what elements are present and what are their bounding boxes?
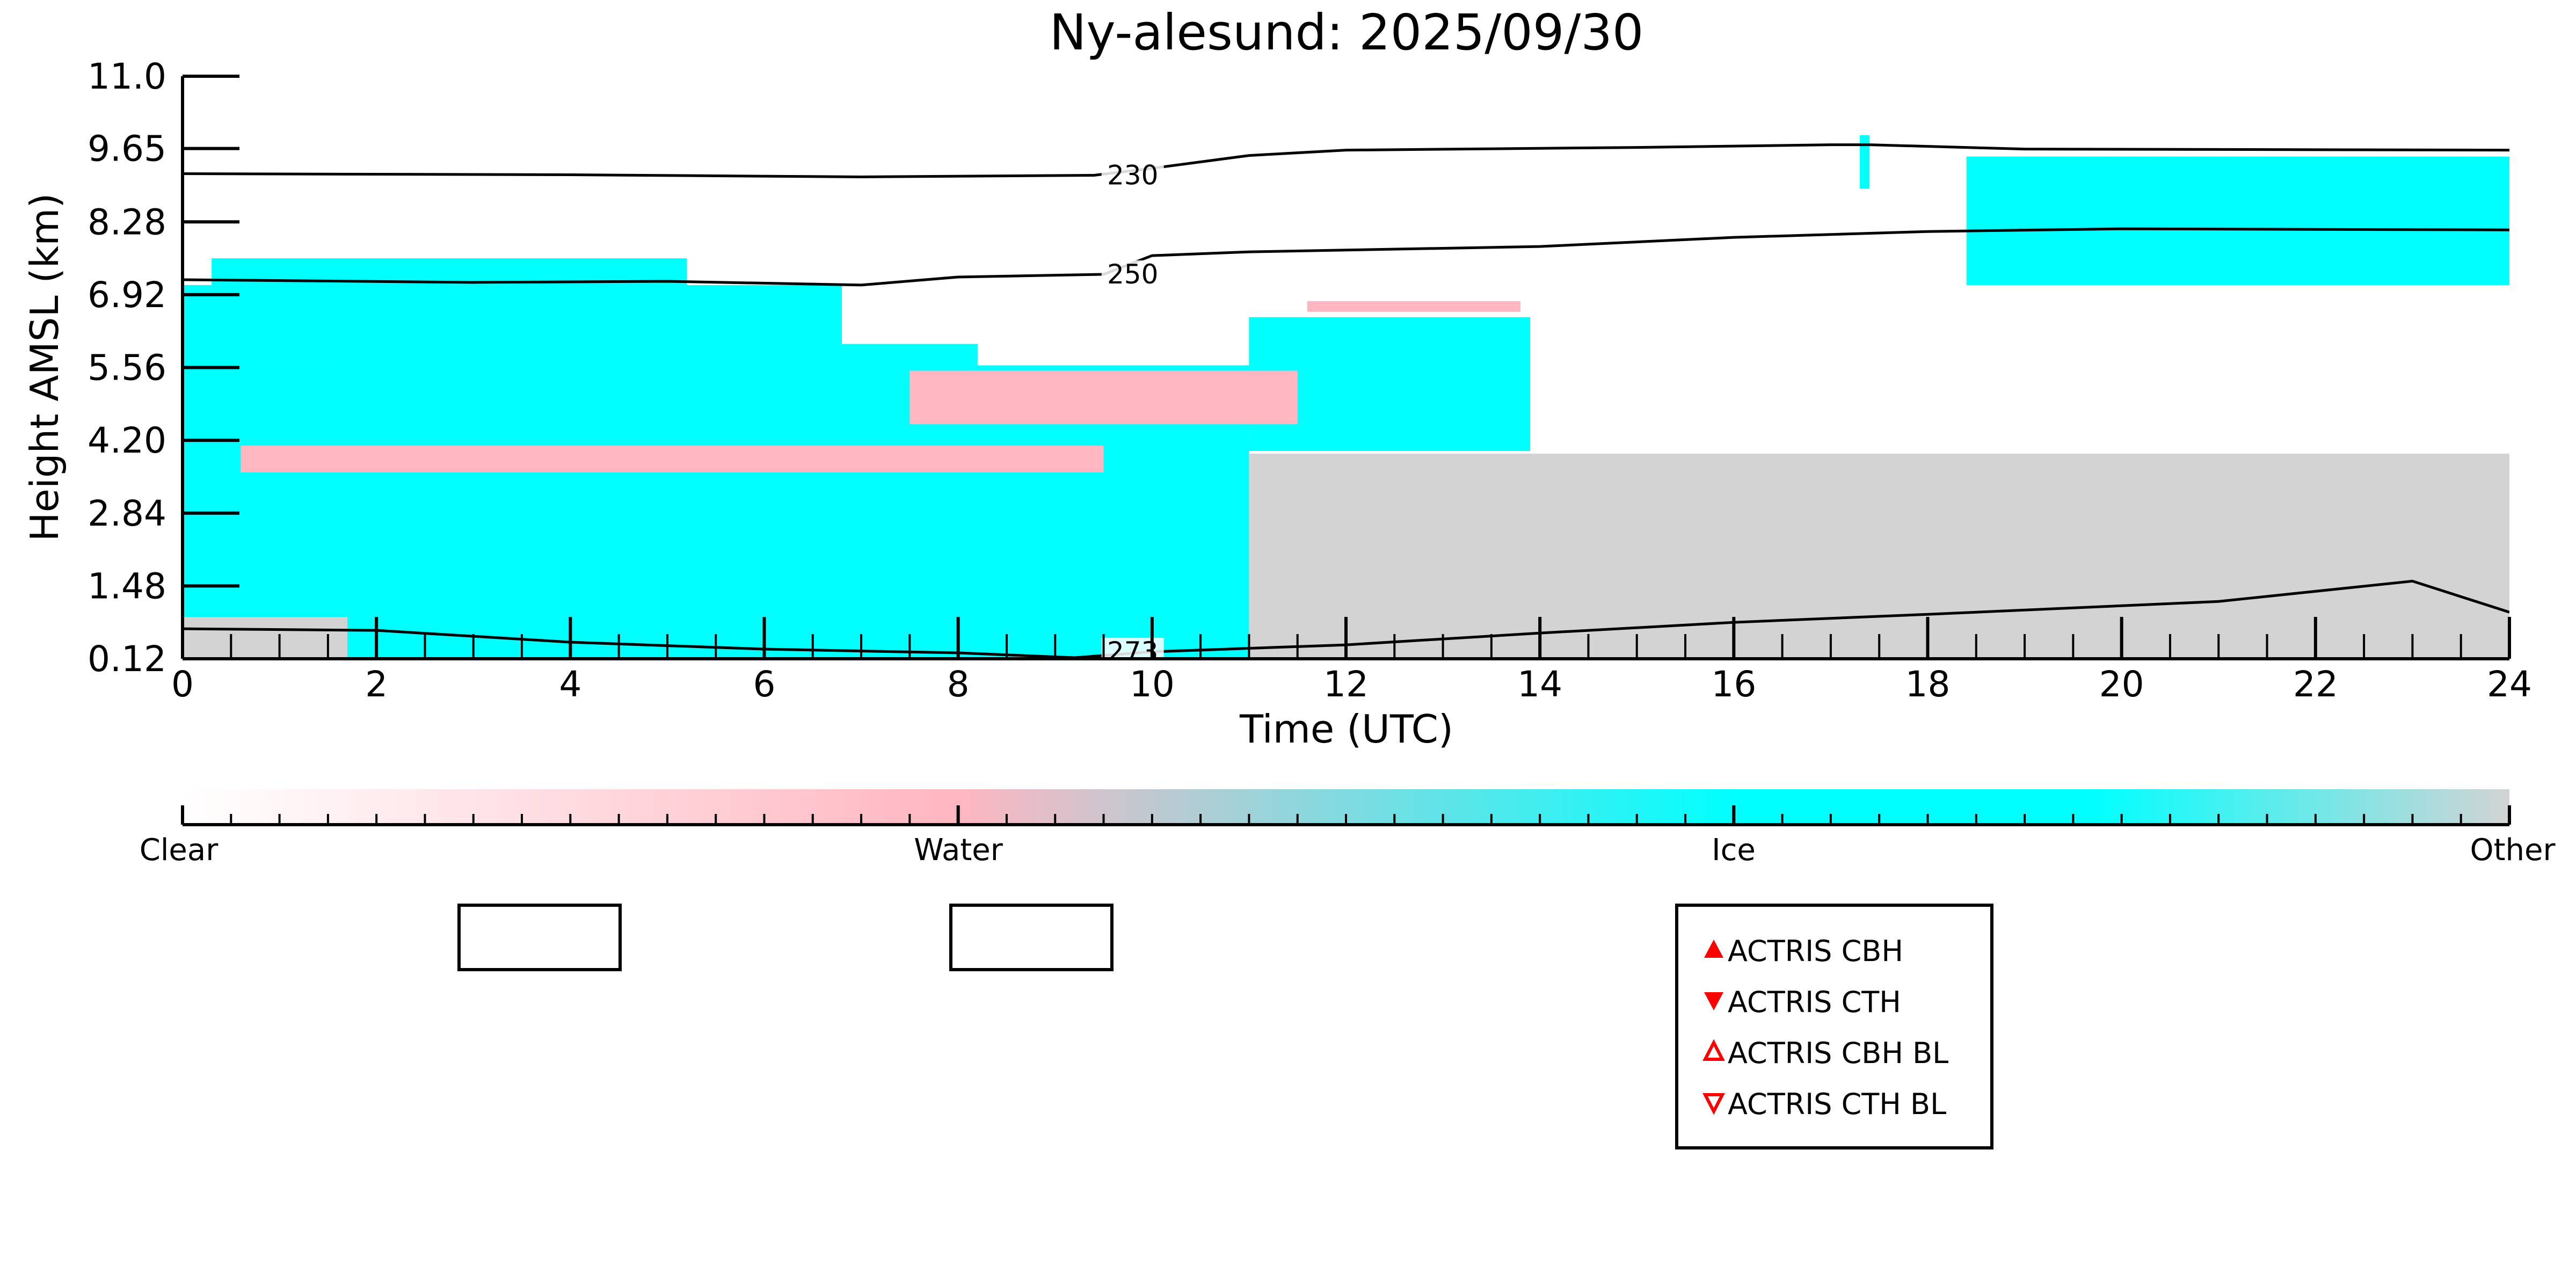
- colorbar-label-water: Water: [914, 833, 1003, 868]
- y-tick-label: 0.12: [88, 638, 166, 680]
- y-axis-label: Height AMSL (km): [22, 193, 67, 542]
- y-axis: 0.12 1.48 2.84 4.20 5.56 6.92 8.28 9.65 11.0: [88, 56, 239, 680]
- region-ice-3: [337, 344, 978, 398]
- legend-item-cbh: ACTRIS CBH: [1704, 934, 1903, 968]
- region-other-10: [1249, 454, 2509, 659]
- legend-item-cth-bl: ACTRIS CTH BL: [1702, 1087, 1946, 1121]
- x-tick-label: 0: [171, 664, 194, 705]
- region-other-11: [183, 617, 347, 659]
- colorbar-label-clear: Clear: [140, 833, 219, 868]
- contour-line-250: [183, 227, 2509, 287]
- x-tick-label: 2: [365, 664, 388, 705]
- triangle-down-filled-icon: [1704, 992, 1723, 1010]
- contour-label-bg-230: [1101, 161, 1164, 190]
- x-tick-label: 12: [1323, 664, 1369, 705]
- y-tick-label: 2.84: [88, 493, 166, 534]
- x-axis: 0 2 4 6 8 10 12 14 16 18 20 22 24: [171, 617, 2532, 705]
- region-water-7: [241, 446, 1104, 472]
- y-tick-label: 9.65: [88, 128, 166, 170]
- x-tick-label: 16: [1711, 664, 1756, 705]
- empty-legend-box-1: [457, 904, 622, 971]
- legend-label-cth-bl: ACTRIS CTH BL: [1728, 1087, 1946, 1121]
- y-tick-label: 8.28: [88, 201, 166, 243]
- colorbar-label-ice: Ice: [1712, 833, 1756, 868]
- region-water-9: [1307, 301, 1521, 312]
- triangle-up-open-icon: [1702, 1039, 1725, 1061]
- x-tick-label: 4: [559, 664, 581, 705]
- x-tick-label: 24: [2487, 664, 2532, 705]
- classification-regions: [183, 135, 2509, 659]
- y-tick-label: 6.92: [88, 274, 166, 316]
- y-tick-label: 11.0: [88, 56, 166, 97]
- x-tick-label: 22: [2293, 664, 2338, 705]
- y-tick-label: 4.20: [88, 420, 166, 461]
- x-tick-label: 20: [2099, 664, 2144, 705]
- y-tick-label: 5.56: [88, 347, 166, 389]
- region-water-8: [909, 370, 1298, 425]
- legend-label-cth: ACTRIS CTH: [1728, 985, 1901, 1019]
- x-tick-label: 8: [947, 664, 970, 705]
- legend-item-cth: ACTRIS CTH: [1704, 985, 1901, 1019]
- y-tick-label: 1.48: [88, 565, 166, 607]
- contour-label-230: 230: [1107, 159, 1158, 191]
- x-tick-label: 18: [1905, 664, 1951, 705]
- legend-label-cbh-bl: ACTRIS CBH BL: [1728, 1036, 1948, 1070]
- region-ice-6: [1966, 156, 2509, 285]
- triangle-down-open-icon: [1702, 1093, 1725, 1115]
- triangle-up-filled-icon: [1704, 940, 1723, 958]
- legend-label-cbh: ACTRIS CBH: [1728, 934, 1903, 968]
- x-tick-label: 6: [753, 664, 776, 705]
- x-axis-label: Time (UTC): [1239, 707, 1453, 752]
- colorbar-label-other: Other: [2470, 833, 2556, 868]
- region-ice-5: [1860, 135, 1870, 189]
- contour-line-230: [183, 143, 2509, 178]
- contour-label-273: 273: [1107, 636, 1158, 667]
- legend-item-cbh-bl: ACTRIS CBH BL: [1702, 1036, 1948, 1070]
- x-tick-label: 10: [1130, 664, 1175, 705]
- chart-title: Ny-alesund: 2025/09/30: [1050, 4, 1644, 61]
- x-tick-label: 14: [1517, 664, 1562, 705]
- empty-legend-box-2: [949, 904, 1114, 971]
- legend-box: [1675, 904, 1993, 1149]
- contour-label-250: 250: [1107, 259, 1158, 290]
- colorbar-ticks: [181, 805, 2511, 825]
- contour-label-bg-250: [1101, 260, 1164, 288]
